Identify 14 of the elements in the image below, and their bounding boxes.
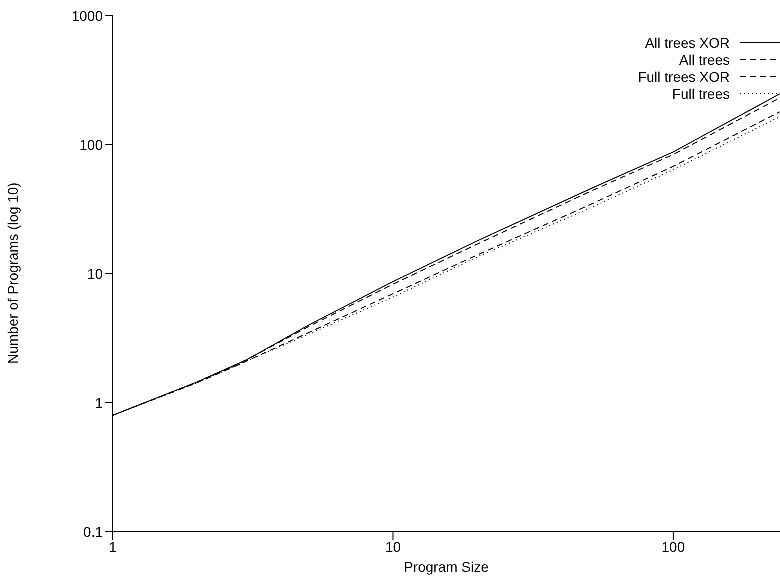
x-tick-label: 100 xyxy=(662,538,686,555)
x-axis-title: Program Size xyxy=(404,559,490,575)
y-tick-label: 1000 xyxy=(72,8,104,24)
legend-label: All trees XOR xyxy=(645,34,730,50)
y-tick-label: 0.1 xyxy=(84,524,104,540)
legend-label: Full trees xyxy=(672,86,730,102)
legend-label: All trees xyxy=(679,52,730,68)
legend-label: Full trees XOR xyxy=(638,68,730,84)
x-tick-label: 1 xyxy=(109,538,118,555)
y-tick-label: 10 xyxy=(87,266,104,282)
y-tick-label: 1 xyxy=(95,394,104,411)
x-tick-label: 10 xyxy=(385,538,402,555)
y-axis-title: Number of Programs (log 10) xyxy=(4,182,21,364)
y-tick-label: 100 xyxy=(80,136,104,153)
